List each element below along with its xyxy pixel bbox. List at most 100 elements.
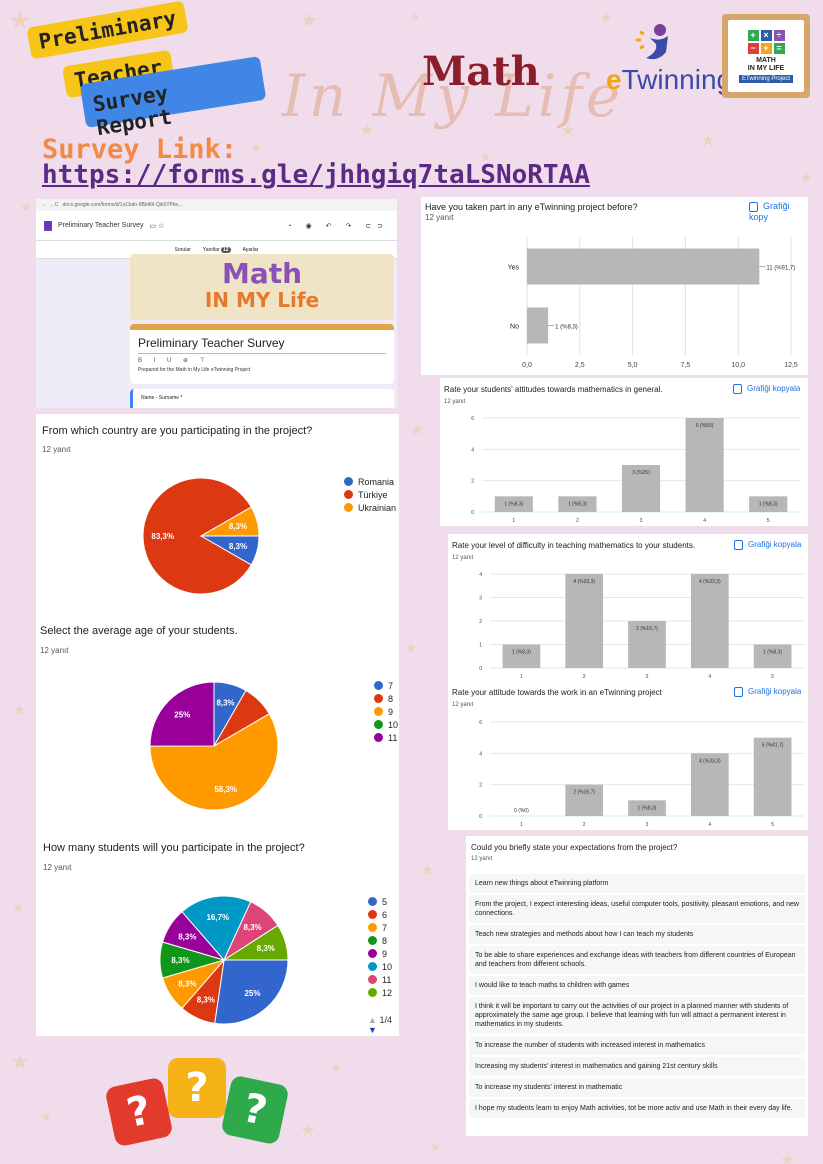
tab-answers[interactable]: Yanıtlar 12 <box>203 246 231 253</box>
legend-swatch <box>368 962 377 971</box>
star-icon: ★ <box>700 130 717 151</box>
chart-panel-age: Select the average age of your students.… <box>36 612 399 832</box>
pager-next-icon[interactable]: ▼ <box>368 1025 377 1035</box>
logo-text-in-my-life: IN MY LIFE <box>747 64 785 72</box>
chart-country: 8,3% 83,3% 8,3% <box>142 477 260 595</box>
x-tick-label: 3 <box>646 674 649 680</box>
x-tick-label: 5,0 <box>628 362 638 369</box>
question-marks-illustration: ? ? ? <box>104 1058 290 1150</box>
expectation-item: I hope my students learn to enjoy Math a… <box>469 1099 805 1118</box>
y-tick-label: 1 <box>479 643 482 649</box>
y-tick-label: 3 <box>479 596 482 602</box>
chart-responses: 12 yanıt <box>42 445 71 454</box>
tab-settings[interactable]: Ayarlar <box>242 246 259 253</box>
legend-label: 8 <box>388 693 394 704</box>
legend-label: 10 <box>388 719 399 730</box>
data-label: 0 (%0) <box>514 808 529 814</box>
data-label: 1 (%8,3) <box>504 501 523 507</box>
pager-prev-icon[interactable]: ▲ <box>368 1015 377 1025</box>
logo-text-math: MATH <box>756 56 776 64</box>
expectations-list: Learn new things about eTwinning platfor… <box>469 874 805 1118</box>
chart-panel-etwinning-before: Have you taken part in any eTwinning pro… <box>421 197 808 375</box>
legend-swatch <box>374 733 383 742</box>
star-icon: ★ <box>800 170 813 186</box>
copy-chart-button[interactable]: Grafiği kopy <box>749 201 808 222</box>
chart-title: Select the average age of your students. <box>40 625 238 637</box>
x-tick-label: 5 <box>771 822 774 828</box>
tab-questions[interactable]: Sorular <box>174 246 191 253</box>
expectation-item: To increase my students' interest in mat… <box>469 1078 805 1097</box>
expectation-item: Learn new things about eTwinning platfor… <box>469 874 805 893</box>
legend-label: Romania <box>358 476 395 487</box>
data-label: 2 (%16,7) <box>573 790 595 796</box>
format-toolbar[interactable]: B I U ⊕ ⊤ <box>138 358 210 364</box>
x-tick-label: 3 <box>640 518 643 524</box>
legend-item: 8 <box>374 692 398 705</box>
star-icon: ★ <box>300 1120 317 1141</box>
bar <box>753 737 792 816</box>
y-tick-label: 4 <box>479 751 482 757</box>
star-icon: ★ <box>10 1050 30 1075</box>
star-icon: ★ <box>8 6 32 36</box>
data-label: 11 (%91,7) <box>766 266 795 272</box>
folder-icon[interactable]: ▭ ☆ <box>149 222 165 230</box>
star-icon: ★ <box>330 1060 343 1076</box>
legend-label: Ukrainian <box>358 502 397 513</box>
forms-name-question[interactable]: Name - Surname * <box>130 389 394 408</box>
chart-responses: 12 yanıt <box>452 555 474 561</box>
forms-banner-text: Math IN MY Life <box>205 260 319 313</box>
survey-link-url[interactable]: https://forms.gle/jhhgiq7taLSNoRTAA <box>42 160 590 190</box>
chart-title: Rate your level of difficulty in teachin… <box>452 541 696 550</box>
slice-label: 8,3% <box>229 542 247 551</box>
pie-slice <box>199 506 260 537</box>
y-tick-label: 4 <box>479 572 482 578</box>
legend-item: 9 <box>368 947 392 960</box>
chart-etwinning-before: 0,0 2,5 5,0 7,5 10,0 12,5 Yes 11 (%91,7) No 1 (%8… <box>508 237 798 369</box>
copy-chart-label: Grafiği kopyala <box>747 384 801 394</box>
legend-swatch <box>368 923 377 932</box>
brand-script-text: In My Life <box>282 62 625 130</box>
browser-url-text: docs.google.com/forms/d/1uCkdo-9BbiKil-Q… <box>62 202 183 208</box>
name-question-label: Name - Surname * <box>141 395 183 401</box>
data-label: 2 (%16,7) <box>636 626 658 632</box>
copy-chart-label: Grafiği kopyala <box>748 540 802 550</box>
forms-toolbar-icons[interactable]: ◔ ◉ ↶ ↷ ⊂⊃ <box>287 222 389 230</box>
y-tick-label: 2 <box>479 783 482 789</box>
legend-item: 12 <box>368 986 392 999</box>
slice-label: 8,3% <box>178 979 196 988</box>
x-tick-label: 1 <box>520 822 523 828</box>
copy-chart-button[interactable]: Grafiği kopyala <box>734 540 801 550</box>
chart-difficulty: 0 1 2 3 4 1 (%8,3) 1 4 (%33,3) 2 2 (%16,7) 3 4 (%33… <box>479 572 804 680</box>
x-tick-label: 12,5 <box>784 362 798 369</box>
legend-swatch <box>368 988 377 997</box>
chart-responses: 12 yanıt <box>452 702 474 708</box>
forms-title[interactable]: Preliminary Teacher Survey <box>138 336 386 354</box>
bar <box>558 496 597 512</box>
category-label: No <box>510 324 519 331</box>
forms-description[interactable]: Prepared for the Math in My Life eTwinni… <box>138 367 251 373</box>
legend-label: 11 <box>382 974 392 985</box>
data-label: 4 (%33,3) <box>699 758 721 764</box>
chart-title: From which country are you participating… <box>42 425 313 437</box>
pager-text: 1/4 <box>379 1015 392 1025</box>
star-icon: ★ <box>40 1110 53 1126</box>
forms-title-card[interactable]: Preliminary Teacher Survey B I U ⊕ ⊤ Pre… <box>130 324 394 384</box>
expectation-item: I think it will be important to carry ou… <box>469 997 805 1034</box>
chart-attitudes: 0 2 4 6 1 (%8,3) 1 1 (%8,3) 2 3 (%25) 3 6 (%50) 4 1 … <box>471 416 800 524</box>
question-mark-icon: ? <box>104 1076 174 1148</box>
data-label: 4 (%33,3) <box>573 579 595 585</box>
legend-item: 11 <box>368 973 392 986</box>
expectations-panel: Could you briefly state your expectation… <box>466 836 808 1136</box>
legend-pager[interactable]: ▲ 1/4 ▼ <box>368 1015 399 1035</box>
chart-responses: 12 yanıt <box>444 399 466 405</box>
legend-label: 11 <box>388 732 398 743</box>
copy-chart-button[interactable]: Grafiği kopyala <box>734 687 801 697</box>
star-icon: ★ <box>250 140 263 156</box>
legend-label: Türkiye <box>358 489 388 500</box>
legend-item: 8 <box>368 934 392 947</box>
browser-url-bar[interactable]: ← → C docs.google.com/forms/d/1uCkdo-9Bb… <box>36 199 397 211</box>
legend-label: 7 <box>388 680 394 691</box>
slice-label: 25% <box>174 710 190 719</box>
copy-chart-button[interactable]: Grafiği kopyala <box>733 384 800 394</box>
x-tick-label: 2 <box>583 822 586 828</box>
